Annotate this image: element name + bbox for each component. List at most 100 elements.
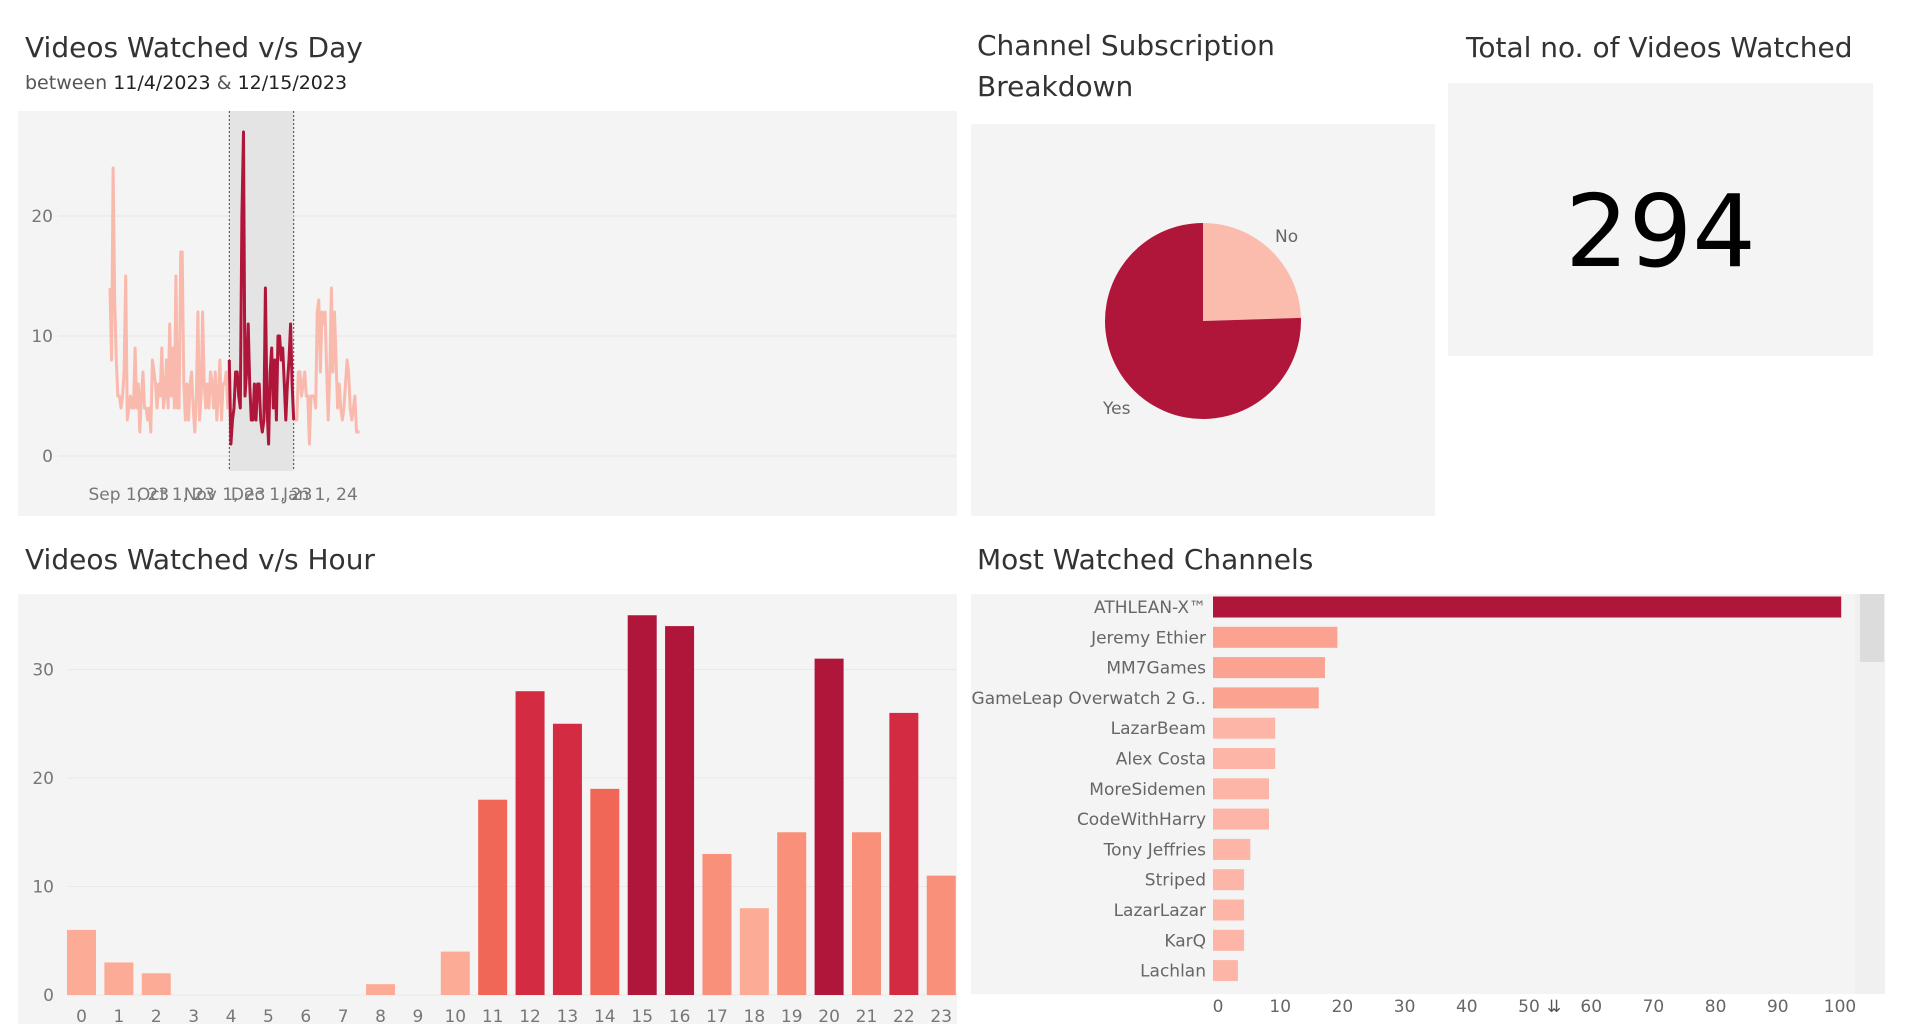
pie-label-no: No [1275, 227, 1298, 247]
channel-bar [1213, 899, 1245, 921]
channel-label: MM7Games [1106, 659, 1206, 679]
series-line-selected [227, 130, 296, 446]
x-tick-label: 90 [1767, 997, 1789, 1017]
x-tick-label: Jan 1, 24 [282, 485, 358, 505]
channel-bar [1213, 596, 1842, 618]
channel-bar [1213, 869, 1245, 891]
kpi-value: 294 [1565, 173, 1756, 290]
channels-bar-chart[interactable]: ATHLEAN-X™ Jeremy Ethier MM7Games GameLeap … [971, 594, 1885, 1024]
x-tick-label: 18 [744, 1007, 766, 1024]
pie-title-line2: Breakdown [977, 70, 1134, 103]
x-tick-label: 10 [444, 1007, 466, 1024]
x-tick-label: 15 [631, 1007, 653, 1024]
x-tick-label: 4 [226, 1007, 237, 1024]
pie-chart-panel: No Yes [971, 124, 1435, 516]
channel-bar [1213, 808, 1269, 830]
x-tick-label: 30 [1394, 997, 1416, 1017]
y-tick-label: 0 [43, 986, 54, 1006]
channels-chart-title: Most Watched Channels [977, 543, 1314, 576]
hour-bar [702, 853, 732, 995]
scrollbar-thumb [1860, 594, 1884, 662]
series-line-after [293, 286, 360, 446]
hour-bar [552, 723, 582, 995]
hour-bar [67, 929, 96, 995]
x-tick-label: 19 [781, 1007, 803, 1024]
day-chart-panel: 0 10 20 Sep 1, 23 Oct 1, 23 Nov 1, 23 Dec 1, 2… [18, 111, 957, 516]
hour-chart-panel: 0 10 20 30 0 1 2 3 4 5 6 7 8 9 10 11 12 13 14 15 16 17 18 19 20 2… [18, 594, 957, 1027]
x-tick-label: 10 [1269, 997, 1291, 1017]
hour-bar [889, 712, 919, 995]
x-tick-label: 21 [856, 1007, 878, 1024]
x-tick-label: 9 [413, 1007, 424, 1024]
x-tick-label: 40 [1456, 997, 1478, 1017]
y-tick-label: 30 [32, 661, 54, 681]
hour-bar [926, 875, 956, 995]
y-tick-label: 10 [31, 327, 53, 347]
x-tick-label: 70 [1643, 997, 1665, 1017]
channel-label: KarQ [1164, 931, 1206, 951]
series-line-before [108, 166, 231, 434]
kpi-title: Total no. of Videos Watched [1466, 31, 1853, 64]
channel-label: Jeremy Ethier [1090, 628, 1206, 648]
pie-slice-yes [1104, 222, 1301, 419]
channel-label: LazarLazar [1114, 901, 1206, 921]
y-tick-label: 10 [32, 878, 54, 898]
hour-bar [814, 658, 844, 995]
channel-bar [1213, 929, 1245, 951]
x-tick-label: 1 [113, 1007, 124, 1024]
x-tick-label: 6 [300, 1007, 311, 1024]
x-tick-label: 20 [818, 1007, 840, 1024]
channel-label: Lachlan [1140, 962, 1206, 982]
subscription-pie-chart[interactable]: No Yes [971, 124, 1435, 516]
x-tick-label: Dec 1, 23 [231, 485, 313, 505]
x-tick-label: 22 [893, 1007, 915, 1024]
x-tick-label: 12 [519, 1007, 541, 1024]
channel-bar [1213, 748, 1276, 769]
x-tick-label: 2 [151, 1007, 162, 1024]
pie-title-line1: Channel Subscription [977, 29, 1275, 62]
hour-bar [777, 832, 807, 995]
hour-bar [739, 908, 769, 995]
channel-label: ATHLEAN-X™ [1094, 598, 1206, 618]
channel-label: Striped [1145, 871, 1206, 891]
hour-bar [478, 799, 508, 995]
kpi-panel: 294 [1448, 83, 1873, 356]
pie-slice-no [1203, 223, 1301, 321]
channel-bar [1213, 778, 1269, 800]
channel-label: Tony Jeffries [1103, 840, 1206, 860]
hour-bar [665, 626, 695, 995]
x-tick-label: 0 [76, 1007, 87, 1024]
x-tick-label: 20 [1332, 997, 1354, 1017]
hour-bar [851, 832, 881, 995]
day-chart-title: Videos Watched v/s Day [25, 31, 363, 64]
y-tick-label: 20 [31, 207, 53, 227]
x-tick-label: 60 [1580, 997, 1602, 1017]
hour-chart-title: Videos Watched v/s Hour [25, 543, 375, 576]
x-tick-label: Oct 1, 23 [137, 485, 215, 505]
subtitle-amp: & [216, 72, 232, 94]
channel-bar [1213, 717, 1276, 739]
subtitle-start-date: 11/4/2023 [113, 72, 211, 94]
x-tick-label: 11 [482, 1007, 504, 1024]
hour-bar [440, 951, 470, 995]
x-tick-label: Nov 1, 23 [184, 485, 266, 505]
x-tick-label: 16 [669, 1007, 691, 1024]
x-tick-label: 80 [1705, 997, 1727, 1017]
x-tick-label: 14 [594, 1007, 616, 1024]
hour-bar [627, 615, 657, 995]
x-tick-label: 13 [557, 1007, 579, 1024]
channel-label: Alex Costa [1116, 750, 1206, 770]
x-tick-label: 50 [1518, 997, 1540, 1017]
sort-icon: ⇊ [1547, 997, 1561, 1017]
x-tick-label: 23 [930, 1007, 952, 1024]
pie-label-yes: Yes [1102, 399, 1131, 419]
x-tick-label: 3 [188, 1007, 199, 1024]
x-tick-label: 5 [263, 1007, 274, 1024]
subtitle-prefix: between [25, 72, 108, 94]
hour-bar [141, 973, 171, 995]
x-tick-label: 100 [1824, 997, 1856, 1017]
x-tick-label: 17 [706, 1007, 728, 1024]
channel-bar [1213, 626, 1338, 648]
